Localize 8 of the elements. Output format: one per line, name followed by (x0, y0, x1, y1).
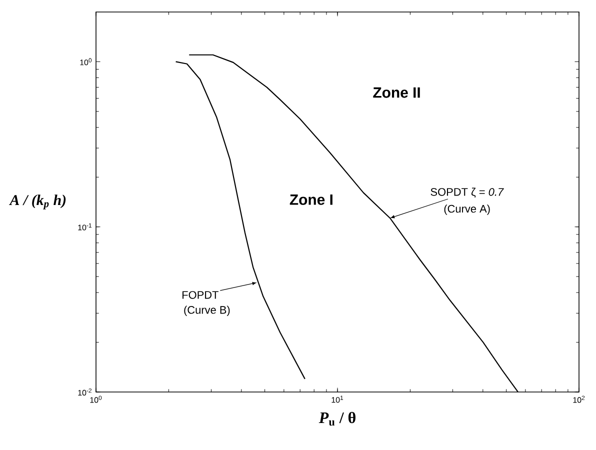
annotation: (Curve A) (444, 204, 490, 215)
x-axis-title: P$_{u}$ / θ (318, 412, 356, 426)
annotation: FOPDT (182, 291, 218, 299)
annotation: SOPDT ζ = 0.7 (430, 188, 504, 198)
annotation: Zone II (373, 87, 420, 98)
annotation: Zone I (290, 194, 332, 205)
y-axis-title: A / (k$_{p}$ h) (9, 194, 66, 210)
annotation: (Curve B) (184, 306, 230, 316)
